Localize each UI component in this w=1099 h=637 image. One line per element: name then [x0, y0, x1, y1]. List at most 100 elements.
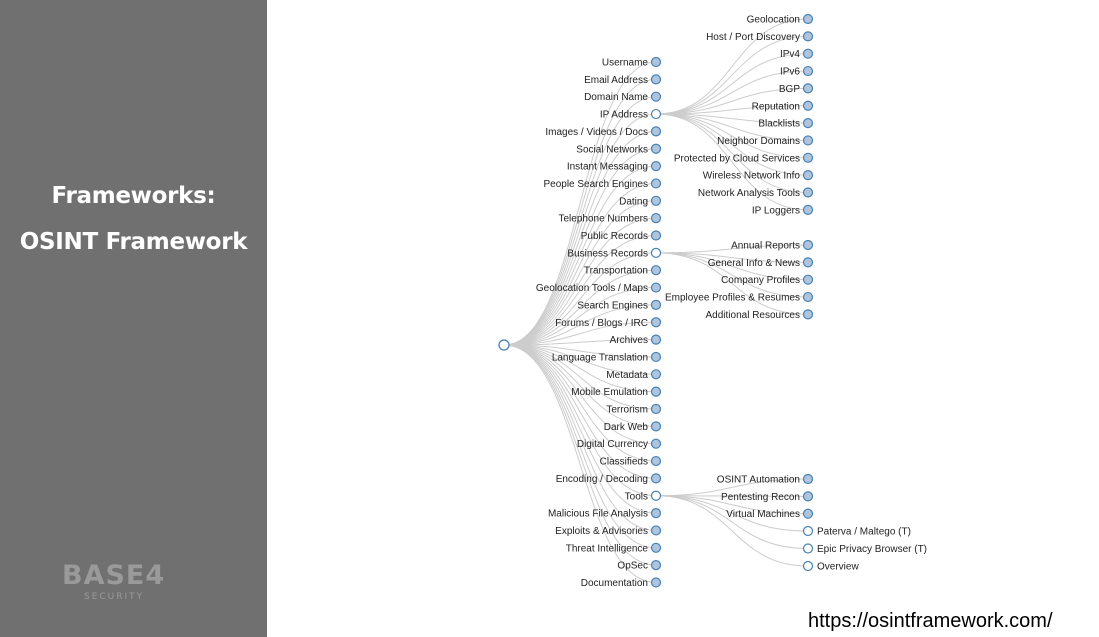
tree-node-host-port-discovery[interactable]: Host / Port Discovery: [706, 31, 814, 43]
node-circle[interactable]: [650, 91, 662, 102]
tree-node-transportation[interactable]: Transportation: [584, 265, 662, 277]
node-circle[interactable]: [802, 543, 814, 554]
node-circle[interactable]: [802, 13, 814, 25]
node-circle[interactable]: [802, 473, 814, 485]
node-circle[interactable]: [650, 265, 662, 276]
node-circle[interactable]: [802, 100, 814, 111]
node-circle[interactable]: [802, 187, 814, 198]
node-circle[interactable]: [650, 195, 662, 206]
node-circle[interactable]: [650, 178, 662, 189]
node-circle[interactable]: [802, 170, 814, 181]
tree-node-overview[interactable]: Overview: [802, 560, 860, 573]
tree-node-exploits-advisories[interactable]: Exploits & Advisories: [555, 525, 662, 537]
node-circle[interactable]: [802, 31, 814, 42]
node-circle[interactable]: [650, 351, 662, 363]
node-circle[interactable]: [650, 213, 662, 224]
node-circle[interactable]: [650, 560, 662, 571]
node-circle[interactable]: [802, 291, 814, 303]
node-circle[interactable]: [650, 56, 662, 68]
node-circle[interactable]: [650, 108, 662, 120]
node-circle[interactable]: [650, 317, 662, 328]
tree-node-metadata[interactable]: Metadata: [606, 369, 662, 381]
tree-node-blacklists[interactable]: Blacklists: [758, 117, 814, 130]
node-circle[interactable]: [802, 117, 814, 129]
node-circle[interactable]: [650, 369, 662, 380]
node-circle[interactable]: [650, 455, 662, 467]
node-circle[interactable]: [650, 386, 662, 397]
tree-node-protected-by-cloud-services[interactable]: Protected by Cloud Services: [674, 152, 814, 164]
node-circle[interactable]: [802, 309, 814, 320]
node-circle[interactable]: [650, 525, 662, 536]
node-circle[interactable]: [802, 48, 814, 59]
tree-node-ipv4[interactable]: IPv4: [780, 48, 814, 60]
node-circle[interactable]: [650, 473, 662, 484]
node-circle[interactable]: [650, 161, 662, 172]
tree-node-epic-privacy-browser-t[interactable]: Epic Privacy Browser (T): [802, 543, 928, 555]
tree-node-archives[interactable]: Archives: [610, 334, 662, 346]
tree-node-wireless-network-info[interactable]: Wireless Network Info: [703, 170, 814, 182]
tree-node-paterva-maltego-t[interactable]: Paterva / Maltego (T): [802, 525, 911, 538]
tree-node-encoding-decoding[interactable]: Encoding / Decoding: [556, 473, 662, 485]
node-circle[interactable]: [650, 299, 662, 310]
node-circle[interactable]: [802, 204, 814, 215]
node-circle[interactable]: [802, 83, 814, 94]
tree-node-annual-reports[interactable]: Annual Reports: [731, 239, 814, 252]
tree-node-ip-loggers[interactable]: IP Loggers: [752, 204, 814, 216]
tree-node-dating[interactable]: Dating: [619, 195, 662, 207]
tree-node-instant-messaging[interactable]: Instant Messaging: [567, 161, 662, 173]
node-circle[interactable]: [802, 525, 814, 537]
node-circle[interactable]: [802, 491, 814, 502]
node-circle[interactable]: [650, 403, 662, 415]
tree-node-ipv6[interactable]: IPv6: [780, 65, 814, 78]
tree-node-business-records[interactable]: Business Records: [567, 247, 662, 259]
node-circle[interactable]: [650, 577, 662, 588]
tree-node-documentation[interactable]: Documentation: [581, 577, 662, 589]
node-circle[interactable]: [802, 560, 814, 572]
tree-node-people-search-engines[interactable]: People Search Engines: [543, 178, 662, 190]
node-circle[interactable]: [650, 490, 662, 501]
tree-node-malicious-file-analysis[interactable]: Malicious File Analysis: [548, 507, 662, 520]
tree-node-social-networks[interactable]: Social Networks: [576, 143, 662, 155]
tree-node-opsec[interactable]: OpSec: [617, 560, 662, 572]
node-circle[interactable]: [650, 143, 662, 154]
tree-node-ip-address[interactable]: IP Address: [600, 108, 662, 121]
node-circle[interactable]: [650, 282, 662, 293]
tree-node-tools[interactable]: Tools: [625, 490, 662, 502]
tree-node-general-info-news[interactable]: General Info & News: [708, 257, 814, 269]
tree-node-telephone-numbers[interactable]: Telephone Numbers: [559, 213, 662, 225]
tree-node-username[interactable]: Username: [602, 56, 662, 69]
node-circle[interactable]: [650, 230, 662, 241]
tree-node-terrorism[interactable]: Terrorism: [606, 403, 662, 416]
node-circle[interactable]: [802, 257, 814, 268]
node-circle[interactable]: [650, 421, 662, 432]
tree-node-network-analysis-tools[interactable]: Network Analysis Tools: [698, 187, 814, 199]
tree-node-dark-web[interactable]: Dark Web: [604, 421, 662, 433]
tree-node-additional-resources[interactable]: Additional Resources: [706, 309, 814, 321]
tree-node-pentesting-recon[interactable]: Pentesting Recon: [721, 491, 814, 503]
tree-node-geolocation-tools-maps[interactable]: Geolocation Tools / Maps: [536, 282, 662, 294]
tree-node-public-records[interactable]: Public Records: [581, 230, 662, 242]
node-circle[interactable]: [802, 239, 814, 251]
source-url[interactable]: https://osintframework.com/: [808, 610, 1053, 632]
tree-node-language-translation[interactable]: Language Translation: [552, 351, 662, 363]
tree-node-geolocation[interactable]: Geolocation: [747, 13, 814, 26]
tree-node-neighbor-domains[interactable]: Neighbor Domains: [717, 135, 814, 147]
node-circle[interactable]: [650, 126, 662, 137]
node-circle[interactable]: [802, 508, 814, 519]
tree-node-bgp[interactable]: BGP: [779, 83, 814, 95]
tree-node-company-profiles[interactable]: Company Profiles: [721, 274, 814, 286]
tree-node-osint-automation[interactable]: OSINT Automation: [717, 473, 814, 486]
tree-node-threat-intelligence[interactable]: Threat Intelligence: [566, 542, 662, 554]
node-circle[interactable]: [650, 542, 662, 553]
node-circle[interactable]: [802, 65, 814, 77]
tree-node-forums-blogs-irc[interactable]: Forums / Blogs / IRC: [555, 317, 662, 329]
node-circle[interactable]: [650, 334, 662, 345]
tree-node-classifieds[interactable]: Classifieds: [600, 455, 662, 468]
tree-node-virtual-machines[interactable]: Virtual Machines: [726, 508, 814, 520]
node-circle[interactable]: [802, 274, 814, 285]
tree-node-domain-name[interactable]: Domain Name: [584, 91, 662, 103]
tree-node-images-videos-docs[interactable]: Images / Videos / Docs: [545, 126, 662, 138]
tree-node-digital-currency[interactable]: Digital Currency: [577, 438, 662, 450]
tree-node-mobile-emulation[interactable]: Mobile Emulation: [571, 386, 662, 398]
node-circle[interactable]: [650, 74, 662, 85]
